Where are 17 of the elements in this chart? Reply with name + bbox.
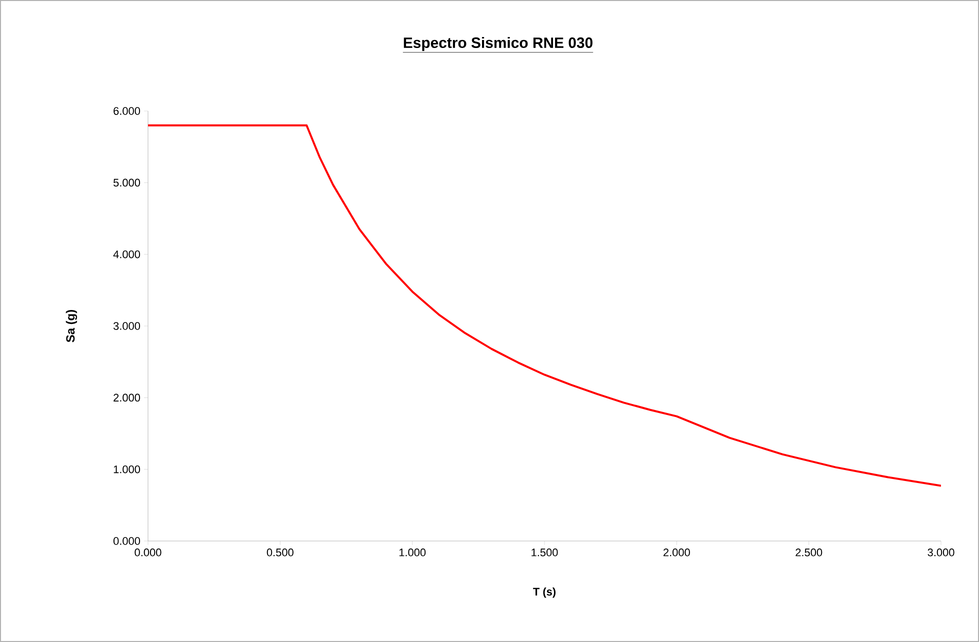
x-tick-label: 2.500 — [796, 548, 822, 556]
x-tick-label: 1.500 — [532, 548, 558, 556]
y-tick-label: 3.000 — [113, 322, 140, 330]
y-tick-label: 1.000 — [114, 465, 140, 474]
y-tick-label: 6.000 — [114, 107, 140, 115]
y-tick-label: 0.000 — [113, 537, 140, 545]
x-tick-label: 2.000 — [664, 548, 690, 556]
y-tick-label: 4.000 — [113, 250, 140, 258]
y-tick-label: 2.000 — [114, 394, 140, 402]
y-axis-title: Sa (g) — [66, 310, 78, 342]
x-tick-label: 0.500 — [266, 548, 294, 556]
chart-title: Espectro Sismico RNE 030 — [404, 37, 592, 51]
x-axis-title: T (s) — [533, 588, 556, 598]
x-tick-label: 0.000 — [134, 548, 162, 556]
x-tick-label: 3.000 — [928, 548, 954, 556]
y-tick-label: 5.000 — [113, 178, 140, 187]
x-tick-label: 1.000 — [399, 548, 426, 556]
